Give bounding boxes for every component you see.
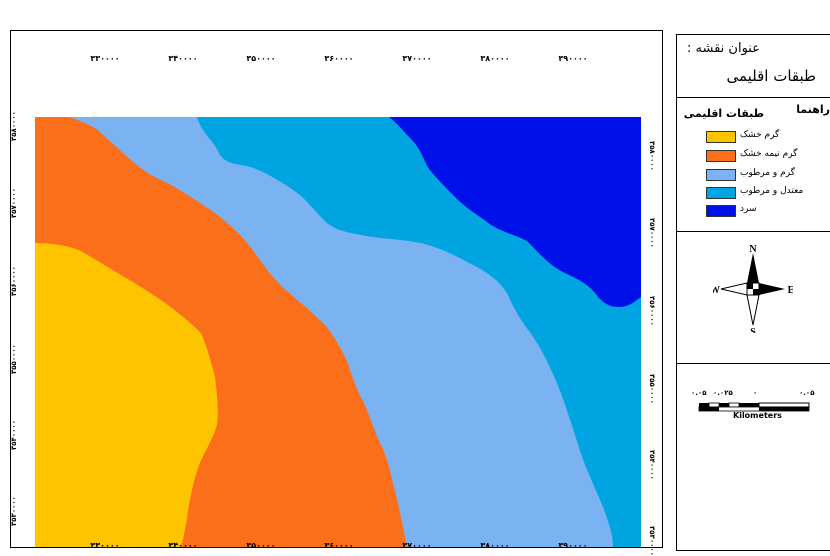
x-tick-label: ۳۳۰۰۰۰ xyxy=(90,54,120,63)
legend-swatch xyxy=(706,187,736,199)
legend-label: معتدل و مرطوب xyxy=(740,186,804,196)
legend-swatch xyxy=(706,150,736,162)
climate-zones-map[interactable] xyxy=(11,31,662,547)
x-tick-label: ۳۵۰۰۰۰ xyxy=(246,54,276,63)
legend-item: گرم و مرطوب xyxy=(706,168,816,182)
x-tick-label: ۳۹۰۰۰۰ xyxy=(558,541,588,550)
y-tick-label: ۳۵۵۰۰۰۰ xyxy=(10,344,18,374)
y-tick-label: ۳۵۳۰۰۰۰ xyxy=(648,526,656,556)
x-tick-label: ۳۷۰۰۰۰ xyxy=(402,541,432,550)
compass-n: N xyxy=(749,244,757,255)
y-tick-label: ۳۵۳۰۰۰۰ xyxy=(10,496,18,526)
legend-swatch xyxy=(706,205,736,217)
panel-divider xyxy=(677,97,830,98)
y-tick-label: ۳۵۶۰۰۰۰ xyxy=(10,266,18,296)
x-tick-label: ۳۹۰۰۰۰ xyxy=(558,54,588,63)
x-tick-label: ۳۵۰۰۰۰ xyxy=(246,541,276,550)
legend-label: گرم نیمه خشک xyxy=(740,149,798,159)
map-title: طبقات اقلیمی xyxy=(726,67,816,85)
legend-swatch xyxy=(706,169,736,181)
scale-label: ۰.۰۵ xyxy=(799,389,815,397)
x-tick-label: ۳۸۰۰۰۰ xyxy=(480,54,510,63)
legend-label: گرم خشک xyxy=(740,130,780,140)
north-arrow-icon: N S W E xyxy=(713,244,793,333)
legend-label: گرم و مرطوب xyxy=(740,168,795,178)
panel-divider xyxy=(677,363,830,364)
y-tick-label: ۳۵۵۰۰۰۰ xyxy=(648,374,656,404)
x-tick-label: ۳۴۰۰۰۰ xyxy=(168,541,198,550)
x-tick-label: ۳۶۰۰۰۰ xyxy=(324,54,354,63)
y-tick-label: ۳۵۴۰۰۰۰ xyxy=(648,450,656,480)
y-tick-label: ۳۵۷۰۰۰۰ xyxy=(648,218,656,248)
y-tick-label: ۳۵۷۰۰۰۰ xyxy=(10,188,18,218)
legend-swatch xyxy=(706,131,736,143)
x-tick-label: ۳۸۰۰۰۰ xyxy=(480,541,510,550)
legend-title: طبقات اقلیمی xyxy=(683,107,764,120)
legend-item: سرد xyxy=(706,204,816,218)
compass-w: W xyxy=(713,285,720,296)
x-tick-label: ۳۴۰۰۰۰ xyxy=(168,54,198,63)
scale-unit: Kilometers xyxy=(733,411,782,420)
scale-label: ۰.۰۵ xyxy=(691,389,707,397)
x-tick-label: ۳۷۰۰۰۰ xyxy=(402,54,432,63)
legend-label: سرد xyxy=(740,204,757,214)
y-tick-label: ۳۵۴۰۰۰۰ xyxy=(10,420,18,450)
compass-s: S xyxy=(750,327,756,333)
map-frame xyxy=(10,30,663,548)
legend-item: گرم خشک xyxy=(706,130,816,144)
y-tick-label: ۳۵۸۰۰۰۰ xyxy=(10,111,18,141)
compass-e: E xyxy=(788,285,793,296)
scale-label: ۰ xyxy=(753,389,758,397)
scale-bar-graphic xyxy=(698,402,810,412)
x-tick-label: ۳۶۰۰۰۰ xyxy=(324,541,354,550)
x-tick-label: ۳۳۰۰۰۰ xyxy=(90,541,120,550)
zone-warm-arid xyxy=(35,243,218,547)
map-layout-panel: عنوان نقشه : طبقات اقلیمی راهنما طبقات ا… xyxy=(676,34,830,551)
scale-label: ۰.۰۲۵ xyxy=(713,389,733,397)
legend-item: معتدل و مرطوب xyxy=(706,186,816,200)
legend-heading: راهنما xyxy=(796,103,830,116)
map-title-label: عنوان نقشه : xyxy=(687,41,760,56)
y-tick-label: ۳۵۸۰۰۰۰ xyxy=(648,141,656,171)
panel-divider xyxy=(677,231,830,232)
legend-item: گرم نیمه خشک xyxy=(706,149,816,163)
y-tick-label: ۳۵۶۰۰۰۰ xyxy=(648,296,656,326)
